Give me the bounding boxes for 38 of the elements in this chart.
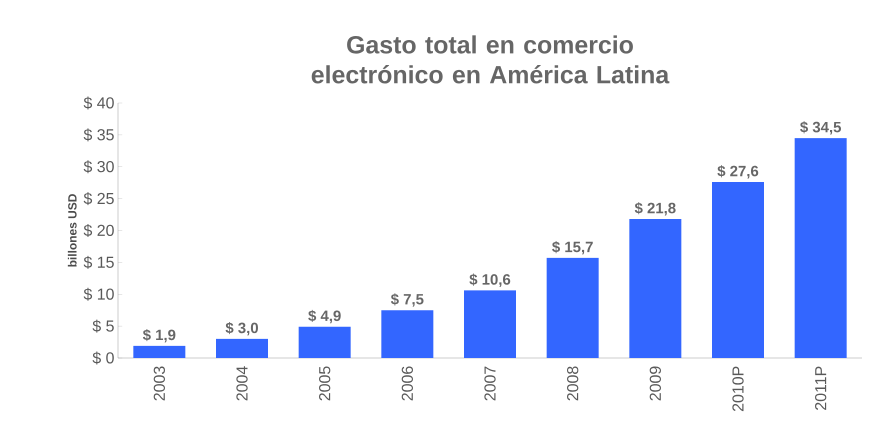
bar: [794, 138, 847, 358]
y-tick-label: $ 35: [84, 128, 114, 142]
bar: [629, 219, 682, 358]
bar: [216, 338, 268, 358]
data-label: $ 7,5: [390, 293, 424, 307]
bar: [298, 326, 351, 358]
bar: [712, 182, 764, 358]
x-tick-label: 2009: [650, 366, 661, 400]
y-tick-label: $ 40: [84, 96, 114, 110]
data-label: $ 21,8: [634, 202, 676, 216]
y-tick-label: $ 25: [84, 192, 114, 206]
data-label: $ 3,0: [226, 322, 258, 336]
data-label: $ 1,9: [142, 328, 176, 342]
y-tick-label: $ 20: [84, 224, 114, 237]
data-label: $ 10,6: [469, 274, 510, 287]
bar: [381, 310, 434, 358]
x-tick-label: 2006: [402, 366, 413, 400]
chart-title: Gasto total en comercio electrónico en América Latina: [312, 35, 670, 84]
x-tick-label: 2007: [484, 366, 496, 400]
bar: [546, 258, 599, 358]
data-label: $ 4,9: [308, 310, 341, 324]
data-label: $ 34,5: [800, 121, 842, 135]
bar: [464, 290, 516, 358]
x-tick-label: 2010P: [732, 366, 744, 412]
y-tick-label: $ 5: [92, 320, 114, 333]
y-tick-label: $ 10: [84, 288, 114, 301]
y-axis-title: billones USD: [68, 194, 77, 267]
data-label: $ 15,7: [552, 240, 593, 254]
y-tick-label: $ 30: [84, 160, 114, 174]
data-label: $ 27,6: [717, 165, 758, 179]
x-tick-label: 2003: [154, 366, 165, 400]
x-tick-label: 2008: [567, 366, 578, 400]
y-tick-label: $ 15: [84, 256, 114, 269]
x-tick-label: 2004: [236, 366, 248, 400]
x-tick-label: 2011P: [815, 366, 826, 410]
y-tick-label: $ 0: [92, 352, 114, 364]
bar: [133, 346, 186, 358]
x-tick-label: 2005: [319, 366, 330, 400]
